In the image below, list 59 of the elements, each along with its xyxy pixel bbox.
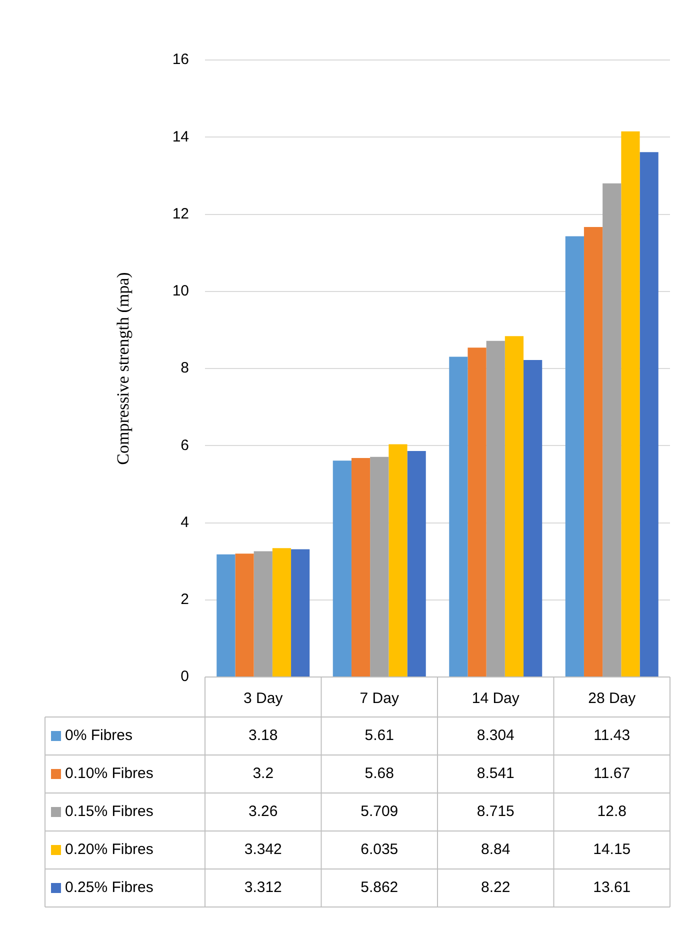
data-label: 5.709 <box>360 803 398 820</box>
data-label: 13.61 <box>593 879 631 896</box>
legend-label: 0.15% Fibres <box>65 803 154 820</box>
data-label: 8.304 <box>476 727 514 744</box>
bar <box>407 450 426 676</box>
legend-label: 0.10% Fibres <box>65 765 154 782</box>
data-label: 8.541 <box>476 765 514 782</box>
data-label: 3.18 <box>248 727 278 744</box>
data-label: 11.67 <box>594 765 630 782</box>
bar <box>486 340 505 676</box>
bar <box>565 236 584 676</box>
data-label: 14.15 <box>593 841 631 858</box>
x-tick-label: 3 Day <box>244 690 284 708</box>
data-label: 5.862 <box>360 879 398 896</box>
bar <box>621 131 640 676</box>
bar <box>449 356 468 676</box>
bar <box>272 548 292 676</box>
y-tick-label: 2 <box>180 591 189 608</box>
bar <box>524 360 542 676</box>
y-axis-title: Compressive strength (mpa) <box>114 272 133 465</box>
y-tick-label: 16 <box>172 51 189 68</box>
data-label: 5.68 <box>364 765 394 782</box>
bar <box>602 183 622 676</box>
x-tick-label: 7 Day <box>360 690 400 708</box>
bar <box>388 444 408 676</box>
bar <box>351 458 370 676</box>
bar <box>584 226 603 676</box>
bar <box>468 348 486 676</box>
data-label: 8.22 <box>481 879 510 896</box>
data-label: 3.2 <box>252 765 274 782</box>
data-label: 5.61 <box>364 727 394 744</box>
data-label: 3.312 <box>244 879 282 896</box>
y-tick-label: 12 <box>172 205 189 222</box>
y-tick-label: 10 <box>172 282 189 300</box>
bar <box>640 152 658 676</box>
data-label: 8.715 <box>476 803 514 820</box>
data-label: 6.035 <box>360 841 398 858</box>
bar <box>216 554 236 676</box>
data-label: 3.342 <box>244 841 282 858</box>
data-label: 11.43 <box>594 727 630 744</box>
x-tick-label: 28 Day <box>588 690 636 708</box>
data-label: 3.26 <box>248 803 278 820</box>
y-tick-label: 14 <box>172 128 189 146</box>
legend-label: 0.25% Fibres <box>65 879 154 896</box>
data-label: 8.84 <box>481 841 510 858</box>
bar <box>254 551 272 676</box>
y-tick-label: 6 <box>180 436 189 454</box>
y-tick-label: 0 <box>180 668 189 686</box>
bar <box>332 460 352 676</box>
y-tick-label: 8 <box>180 360 189 377</box>
legend-label: 0% Fibres <box>65 727 133 744</box>
bar <box>504 336 524 676</box>
bar <box>370 456 389 676</box>
data-label: 12.8 <box>597 803 626 820</box>
x-tick-label: 14 Day <box>472 690 520 708</box>
bar <box>235 554 254 676</box>
y-tick-label: 4 <box>180 514 189 531</box>
legend-label: 0.20% Fibres <box>65 841 154 858</box>
bar <box>291 549 310 676</box>
